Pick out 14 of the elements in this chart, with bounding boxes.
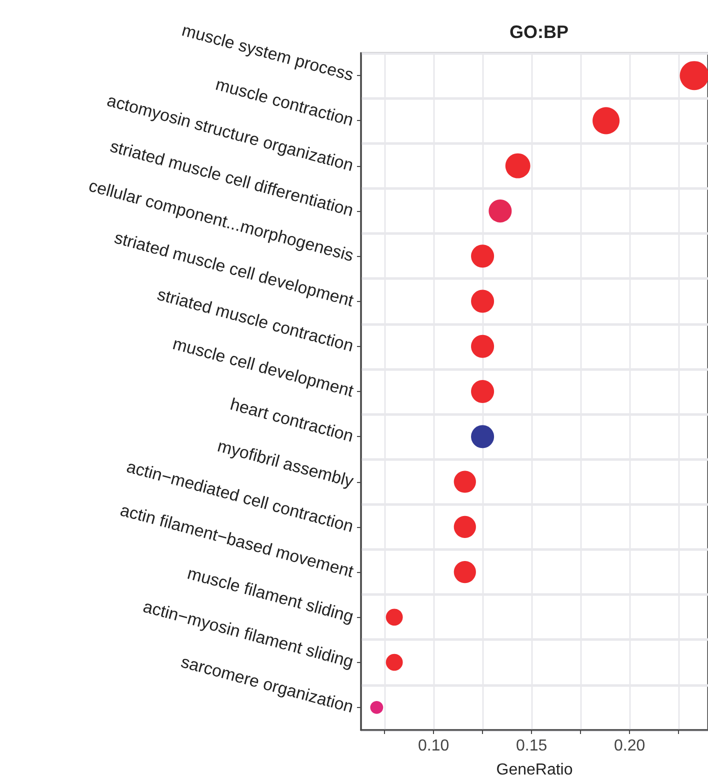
- point: [454, 470, 476, 493]
- x-tick-label: 0.15: [516, 738, 548, 754]
- point: [471, 380, 494, 404]
- chart-title: GO:BP: [509, 22, 569, 42]
- point: [471, 244, 494, 268]
- point: [471, 290, 494, 313]
- x-tick-label: 0.20: [614, 738, 646, 754]
- x-tick-label: 0.10: [418, 738, 450, 754]
- point: [471, 425, 494, 448]
- x-axis-title: GeneRatio: [496, 762, 573, 778]
- point: [454, 516, 476, 538]
- point: [471, 334, 494, 358]
- point: [488, 199, 512, 222]
- point: [454, 560, 476, 584]
